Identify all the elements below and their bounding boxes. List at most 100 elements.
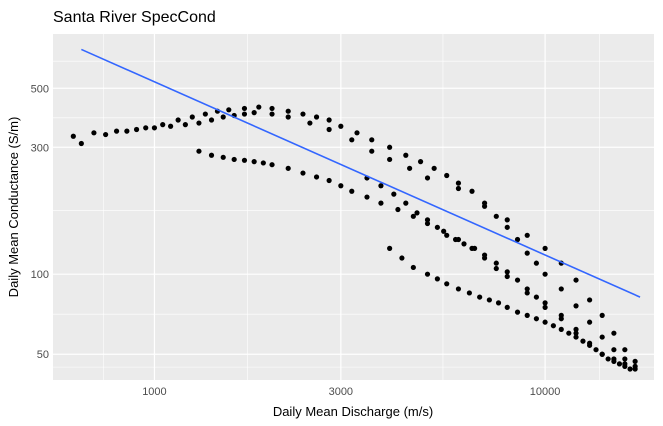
- data-point: [414, 210, 420, 216]
- data-point: [472, 245, 478, 251]
- data-point: [514, 236, 521, 243]
- data-point: [469, 188, 475, 194]
- data-point: [504, 304, 510, 310]
- data-point: [103, 131, 109, 138]
- data-point: [573, 303, 579, 309]
- data-point: [461, 241, 467, 247]
- data-point: [434, 276, 440, 282]
- data-point: [524, 290, 530, 296]
- data-point: [395, 206, 401, 213]
- data-point: [504, 217, 510, 223]
- data-point: [431, 165, 437, 171]
- data-point: [196, 148, 202, 154]
- data-point: [611, 358, 617, 364]
- data-point: [300, 111, 306, 117]
- data-point: [455, 185, 462, 192]
- data-point: [364, 194, 370, 200]
- data-point: [410, 264, 416, 271]
- data-point: [627, 366, 633, 372]
- data-point: [573, 326, 579, 332]
- data-point: [369, 137, 375, 143]
- data-point: [410, 213, 416, 219]
- data-point: [514, 309, 521, 315]
- data-point: [378, 183, 384, 189]
- data-point: [300, 170, 306, 176]
- data-point: [349, 137, 355, 143]
- data-point: [251, 110, 257, 116]
- data-point: [260, 160, 266, 166]
- data-point: [160, 122, 166, 128]
- data-point: [307, 120, 313, 126]
- data-point: [444, 172, 450, 179]
- data-point: [444, 281, 450, 287]
- data-point: [251, 159, 257, 165]
- data-point: [226, 107, 232, 113]
- x-tick-label: 1000: [142, 386, 166, 398]
- data-point: [338, 183, 344, 189]
- x-tick-labels: 1000 3000 10000: [142, 386, 560, 398]
- data-point: [424, 217, 431, 223]
- data-point: [70, 133, 76, 139]
- data-point: [151, 125, 158, 131]
- data-point: [504, 269, 510, 275]
- data-point: [481, 252, 488, 258]
- x-tick-label: 10000: [530, 386, 561, 398]
- data-point: [378, 200, 384, 206]
- trend-line-segment: [81, 48, 641, 298]
- data-point: [391, 191, 397, 197]
- data-point: [542, 245, 548, 251]
- data-point: [622, 356, 628, 362]
- data-point: [387, 144, 393, 150]
- data-point: [524, 250, 530, 256]
- data-point: [632, 358, 638, 364]
- data-point: [504, 273, 510, 280]
- data-point: [349, 188, 355, 194]
- data-points: [70, 104, 638, 372]
- data-point: [593, 347, 599, 353]
- data-point: [387, 156, 393, 163]
- data-point: [387, 245, 393, 251]
- data-point: [550, 323, 556, 329]
- x-tick-label: 3000: [329, 386, 353, 398]
- data-point: [269, 105, 275, 112]
- data-point: [313, 114, 320, 120]
- data-point: [493, 260, 499, 266]
- data-point: [466, 290, 472, 296]
- data-point: [444, 232, 450, 238]
- chart-title: Santa River SpecCond: [53, 9, 216, 26]
- data-point: [143, 125, 149, 131]
- data-point: [558, 312, 564, 318]
- data-point: [220, 154, 226, 160]
- data-point: [599, 351, 605, 357]
- data-point: [313, 174, 320, 180]
- data-point: [241, 105, 248, 112]
- y-tick-label: 500: [31, 83, 49, 95]
- data-point: [403, 152, 409, 158]
- data-point: [558, 286, 564, 292]
- data-point: [220, 114, 226, 120]
- data-point: [524, 232, 530, 238]
- data-point: [587, 319, 593, 325]
- data-point: [542, 271, 548, 277]
- data-point: [455, 286, 462, 292]
- data-point: [407, 165, 413, 171]
- y-tick-label: 300: [31, 142, 49, 154]
- data-point: [369, 148, 375, 154]
- data-point: [558, 326, 564, 332]
- data-point: [113, 128, 120, 134]
- data-point: [241, 157, 248, 163]
- data-point: [573, 334, 579, 340]
- data-point: [208, 152, 215, 158]
- data-point: [175, 117, 181, 123]
- data-point: [599, 334, 605, 340]
- data-point: [354, 130, 360, 136]
- data-point: [580, 338, 586, 344]
- data-point: [403, 200, 409, 206]
- data-point: [182, 122, 188, 128]
- data-point: [78, 140, 84, 147]
- data-point: [424, 271, 431, 277]
- data-point: [542, 304, 548, 310]
- data-point: [486, 297, 492, 303]
- data-point: [338, 123, 344, 129]
